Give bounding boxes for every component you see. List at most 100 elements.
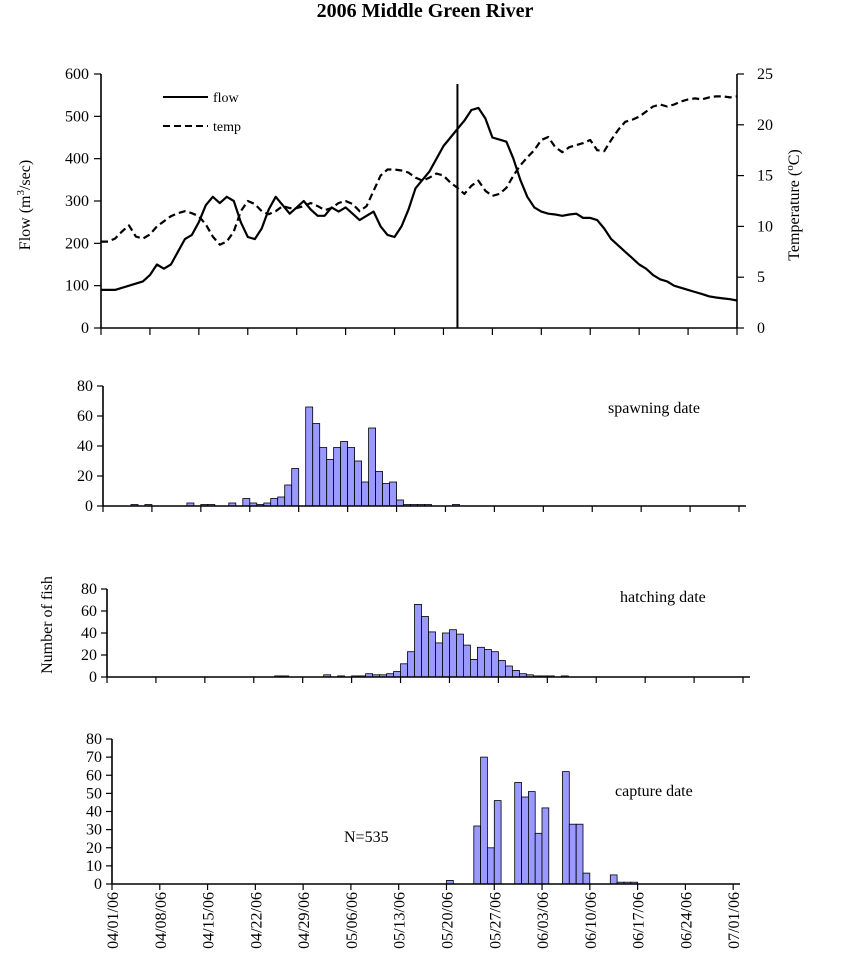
spawning-bar [382,483,391,507]
capture-bar [534,832,543,885]
temp-series-line [101,95,738,246]
flow-temp-axes: 0 100 200 300 400 500 600 0 5 10 15 20 25 [65,66,773,337]
capture-bar [473,825,481,885]
spawning-panel: 0 20 40 60 80 spawning date [77,378,746,515]
spawning-y-tick-label: 40 [77,438,93,455]
figure-title: 2006 Middle Green River [317,0,534,22]
temperature-y-tick-label: 10 [757,218,773,235]
capture-bar [486,847,495,885]
spawning-bar [326,459,335,507]
capture-bar [528,791,536,885]
spawning-y-tick-label: 0 [85,498,93,515]
date-tick-label: 06/24/06 [678,892,695,949]
hatching-bar [393,671,402,678]
capture-y-tick-label: 10 [86,858,102,875]
spawning-bar [242,498,251,507]
hatching-y-tick-label: 40 [81,625,97,642]
temperature-y-tick-label: 0 [757,320,765,337]
spawning-bar [270,498,279,507]
hatching-bar [421,616,429,678]
hatching-axes: 0 20 40 60 80 [81,581,750,686]
spawning-bar [368,427,377,507]
hatching-bar [414,604,422,678]
hatching-bar [449,629,457,678]
hatching-bar [469,659,478,678]
hatching-bar [442,632,450,678]
hatching-y-tick-label: 0 [89,669,97,686]
spawning-bar [396,499,404,507]
hatching-bar [497,660,506,678]
capture-y-tick-label: 0 [94,876,102,893]
flow-series-line [101,106,738,302]
flow-y-tick-label: 500 [65,108,89,125]
date-tick-label: 06/10/06 [583,892,600,949]
spawning-bar [375,471,384,507]
spawning-bar [354,460,363,507]
spawning-bar [284,484,293,507]
hatching-y-tick-label: 80 [81,581,97,598]
date-tick-label: 05/13/06 [392,892,409,949]
flow-y-tick-label: 100 [65,278,89,295]
temperature-y-tick-label: 25 [757,66,773,83]
flow-temp-panel: 0 100 200 300 400 500 600 0 5 10 15 20 25 Flow (m3/s… [15,66,803,337]
spawning-bar [291,468,300,507]
capture-bar [521,796,529,885]
date-tick-label: 05/20/06 [440,892,457,949]
spawning-bar [312,423,321,507]
capture-bar [514,782,522,885]
flow-y-tick-label: 600 [65,66,89,83]
hatching-bar [483,649,492,678]
temperature-y-tick-label: 20 [757,117,773,134]
date-tick-label: 07/01/06 [726,892,743,949]
hatching-y-tick-label: 20 [81,647,97,664]
legend: flow temp [163,91,241,135]
flow-y-tick-label: 200 [65,235,89,252]
hatching-bar [512,670,520,678]
hatching-bar [462,644,471,678]
spawning-y-tick-label: 20 [77,468,93,485]
spawning-bar [361,481,370,507]
legend-flow-label: flow [213,91,240,106]
temperature-axis-label: Temperature (oC) [784,149,803,260]
spawning-bar [277,496,286,507]
capture-y-tick-label: 30 [86,822,102,839]
capture-y-tick-label: 40 [86,804,102,821]
date-tick-label: 06/03/06 [535,892,552,949]
hatching-bar [400,663,408,678]
flow-y-tick-label: 400 [65,151,89,168]
capture-y-tick-label: 80 [86,731,102,748]
capture-bar [609,874,618,885]
hatching-annotation: hatching date [620,589,706,606]
hatching-bar [504,665,513,678]
capture-bar [562,771,570,885]
spawning-bar [305,406,314,507]
date-tick-label: 05/27/06 [487,892,504,949]
hatching-bar [490,651,499,678]
hatching-bar [456,633,464,678]
flow-axis-label: Flow (m3/sec) [15,160,34,250]
capture-bar [493,800,502,885]
date-tick-label: 04/08/06 [153,892,170,949]
date-tick-label: 04/01/06 [105,892,122,949]
sample-size-note: N=535 [344,829,389,846]
temperature-y-tick-label: 15 [757,168,773,185]
spawning-bar [389,481,398,507]
legend-temp-label: temp [213,120,241,135]
spawning-y-tick-label: 60 [77,408,93,425]
capture-y-tick-label: 70 [86,749,102,766]
flow-y-tick-label: 0 [81,320,89,337]
capture-y-tick-label: 60 [86,767,102,784]
hatching-bar [428,631,436,678]
date-tick-label: 05/06/06 [344,892,361,949]
capture-y-tick-label: 50 [86,785,102,802]
capture-bar [582,872,591,885]
capture-annotation: capture date [615,783,693,800]
spawning-annotation: spawning date [608,400,700,417]
capture-bar [568,823,577,885]
capture-bar [541,807,550,885]
spawning-bar [340,441,349,507]
hatching-panel: 0 20 40 60 80 hatching date Number of fish [39,576,750,686]
spawning-bar [333,447,342,507]
